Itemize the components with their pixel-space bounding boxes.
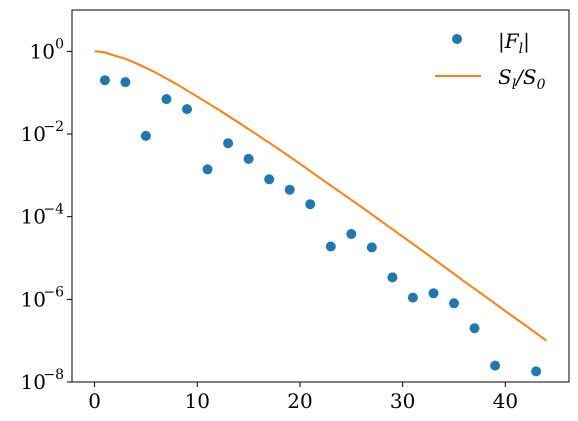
- y-tick-label: 10: [21, 122, 46, 146]
- data-point: [120, 77, 131, 88]
- legend-label-scatter: |Fl|: [498, 29, 530, 57]
- x-tick-label: 30: [390, 389, 415, 413]
- data-point: [305, 199, 316, 210]
- y-axis: 10 010−210−410−610−8: [21, 36, 72, 394]
- y-tick-exponent: 0: [55, 36, 64, 52]
- y-tick-label: 10: [30, 39, 55, 63]
- y-tick-label: 10: [21, 370, 46, 394]
- series-line-1: [94, 50, 547, 342]
- legend: |Fl| Sl/S0: [435, 29, 546, 93]
- x-tick-label: 40: [493, 389, 518, 413]
- data-point: [366, 242, 377, 253]
- x-tick-label: 0: [88, 389, 101, 413]
- data-point: [264, 174, 275, 185]
- data-point: [490, 360, 501, 371]
- legend-marker-scatter: [452, 34, 462, 44]
- data-point: [407, 292, 418, 303]
- data-point: [161, 94, 172, 105]
- data-point: [182, 104, 192, 115]
- y-tick-label: 10: [21, 205, 46, 229]
- x-axis: 0 10 20 30 40: [88, 382, 518, 413]
- y-tick-exponent: −6: [43, 284, 64, 300]
- y-tick-exponent: −8: [43, 367, 64, 383]
- data-point: [243, 153, 254, 164]
- y-tick-exponent: −4: [43, 202, 64, 218]
- data-point: [346, 229, 357, 239]
- data-point: [202, 164, 213, 175]
- data-point: [449, 298, 459, 309]
- x-tick-label: 20: [287, 389, 312, 413]
- data-point: [325, 241, 336, 252]
- data-point: [387, 272, 398, 283]
- data-point: [223, 138, 234, 149]
- y-tick-label: 10: [21, 287, 46, 311]
- y-tick-exponent: −2: [43, 119, 64, 135]
- x-tick-label: 10: [185, 389, 210, 413]
- series-layer: [94, 50, 547, 377]
- data-point: [99, 75, 110, 86]
- data-point: [140, 130, 151, 141]
- data-point: [284, 184, 295, 195]
- data-point: [428, 288, 439, 299]
- data-point: [469, 323, 480, 334]
- legend-label-line: Sl/S0: [498, 65, 546, 93]
- data-point: [531, 366, 542, 377]
- plot-frame: [71, 9, 570, 383]
